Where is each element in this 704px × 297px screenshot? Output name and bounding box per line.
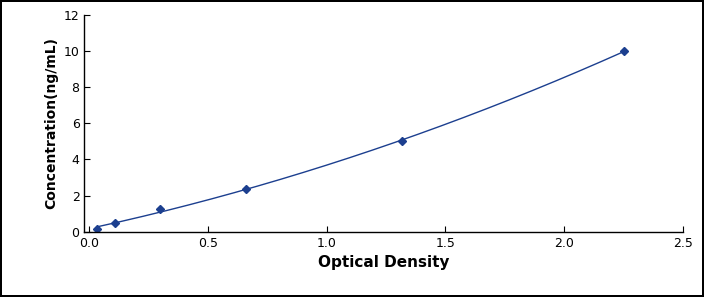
X-axis label: Optical Density: Optical Density [318, 255, 449, 270]
Y-axis label: Concentration(ng/mL): Concentration(ng/mL) [44, 37, 58, 209]
